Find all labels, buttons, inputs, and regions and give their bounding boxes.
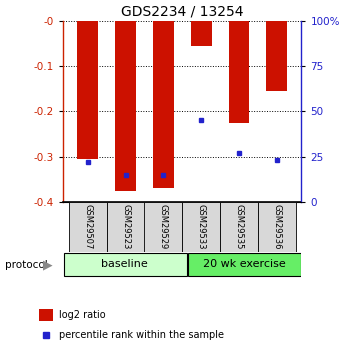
- Bar: [106, 202, 145, 252]
- Text: log2 ratio: log2 ratio: [59, 310, 106, 320]
- Text: GSM29535: GSM29535: [235, 204, 244, 250]
- Bar: [64, 253, 187, 276]
- Bar: [39, 309, 53, 321]
- Text: baseline: baseline: [101, 259, 148, 269]
- Bar: [69, 202, 107, 252]
- Title: GDS2234 / 13254: GDS2234 / 13254: [121, 4, 244, 18]
- Bar: [191, 21, 212, 46]
- Text: 20 wk exercise: 20 wk exercise: [203, 259, 285, 269]
- Bar: [266, 21, 287, 91]
- Bar: [115, 21, 136, 190]
- Bar: [188, 253, 301, 276]
- Text: GSM29533: GSM29533: [197, 204, 206, 250]
- Bar: [258, 202, 296, 252]
- Text: GSM29523: GSM29523: [121, 204, 130, 250]
- Bar: [77, 21, 98, 159]
- Bar: [153, 21, 174, 188]
- Bar: [220, 202, 258, 252]
- Bar: [182, 202, 220, 252]
- Text: GSM29536: GSM29536: [272, 204, 281, 250]
- Text: percentile rank within the sample: percentile rank within the sample: [59, 330, 224, 340]
- Text: GSM29507: GSM29507: [83, 204, 92, 250]
- Bar: [229, 21, 249, 122]
- Text: ▶: ▶: [43, 258, 52, 272]
- Text: protocol: protocol: [5, 260, 48, 270]
- Bar: [144, 202, 182, 252]
- Text: GSM29529: GSM29529: [159, 204, 168, 249]
